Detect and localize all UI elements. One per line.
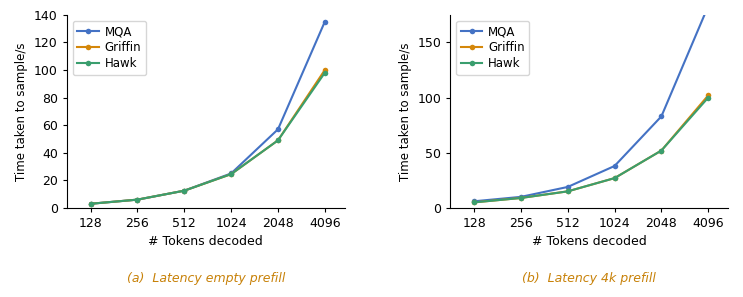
Hawk	[516, 196, 525, 200]
MQA	[516, 195, 525, 199]
Legend: MQA, Griffin, Hawk: MQA, Griffin, Hawk	[73, 21, 146, 75]
Griffin	[470, 200, 478, 204]
Griffin	[320, 68, 329, 72]
Line: Griffin: Griffin	[88, 67, 328, 206]
Griffin	[657, 149, 666, 152]
Hawk	[704, 96, 713, 99]
MQA	[704, 4, 713, 8]
MQA	[320, 20, 329, 23]
X-axis label: # Tokens decoded: # Tokens decoded	[149, 236, 263, 249]
Griffin	[704, 94, 713, 97]
MQA	[180, 189, 189, 192]
Griffin	[563, 189, 572, 193]
Line: Hawk: Hawk	[88, 70, 328, 206]
Line: MQA: MQA	[88, 19, 328, 206]
Hawk	[86, 202, 95, 206]
Griffin	[86, 202, 95, 206]
Hawk	[133, 198, 142, 201]
Line: Griffin: Griffin	[471, 93, 711, 205]
MQA	[610, 164, 619, 168]
MQA	[133, 198, 142, 201]
Line: Hawk: Hawk	[471, 95, 711, 205]
MQA	[86, 202, 95, 206]
Hawk	[273, 138, 282, 142]
Griffin	[180, 189, 189, 192]
Hawk	[657, 149, 666, 152]
Hawk	[610, 176, 619, 180]
X-axis label: # Tokens decoded: # Tokens decoded	[532, 236, 646, 249]
Hawk	[180, 189, 189, 192]
Hawk	[563, 189, 572, 193]
Y-axis label: Time taken to sample/s: Time taken to sample/s	[16, 42, 28, 181]
Legend: MQA, Griffin, Hawk: MQA, Griffin, Hawk	[456, 21, 530, 75]
Text: (a)  Latency empty prefill: (a) Latency empty prefill	[126, 272, 285, 285]
Griffin	[516, 196, 525, 200]
Griffin	[133, 198, 142, 201]
MQA	[657, 115, 666, 118]
MQA	[273, 127, 282, 131]
MQA	[563, 185, 572, 189]
Hawk	[470, 200, 478, 204]
Y-axis label: Time taken to sample/s: Time taken to sample/s	[399, 42, 412, 181]
Hawk	[320, 71, 329, 75]
MQA	[227, 172, 236, 175]
Griffin	[610, 176, 619, 180]
Hawk	[227, 172, 236, 176]
Griffin	[273, 138, 282, 142]
MQA	[470, 200, 478, 203]
Griffin	[227, 172, 236, 176]
Text: (b)  Latency 4k prefill: (b) Latency 4k prefill	[522, 272, 656, 285]
Line: MQA: MQA	[471, 3, 711, 204]
